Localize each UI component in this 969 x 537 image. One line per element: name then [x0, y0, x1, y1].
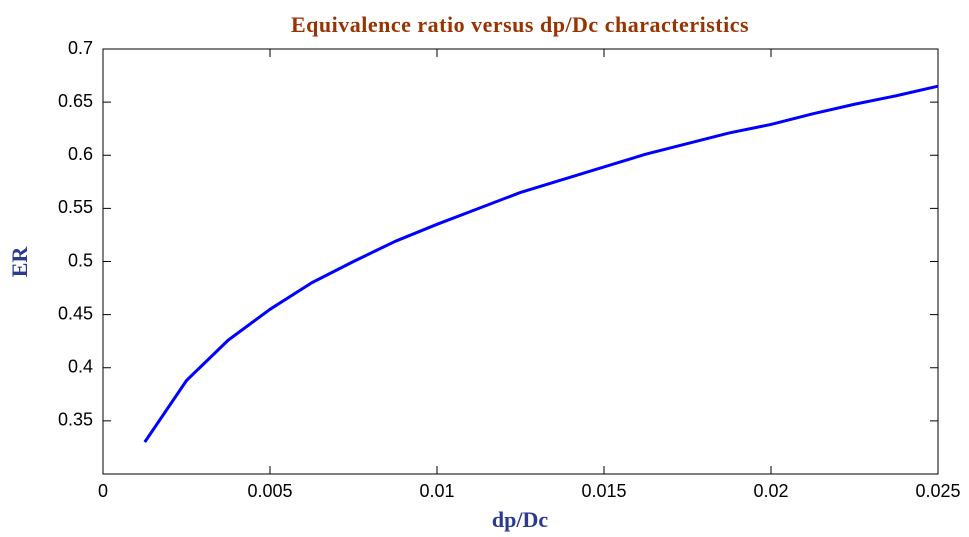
data-line — [143, 84, 939, 443]
chart-title: Equivalence ratio versus dp/Dc character… — [291, 12, 749, 37]
y-tick-label: 0.65 — [58, 91, 93, 111]
y-tick-label: 0.45 — [58, 303, 93, 323]
y-tick-label: 0.4 — [68, 357, 93, 377]
y-tick-label: 0.6 — [68, 144, 93, 164]
y-tick-label: 0.5 — [68, 250, 93, 270]
x-tick-label: 0.005 — [247, 481, 292, 501]
y-tick-label: 0.7 — [68, 38, 93, 58]
y-axis-label: ER — [7, 246, 32, 278]
x-tick-label: 0.01 — [419, 481, 454, 501]
y-tick-label: 0.55 — [58, 197, 93, 217]
y-tick-label: 0.35 — [58, 410, 93, 430]
x-axis-label: dp/Dc — [492, 507, 548, 532]
x-tick-label: 0 — [98, 481, 108, 501]
x-tick-label: 0.02 — [753, 481, 788, 501]
x-tick-label: 0.015 — [581, 481, 626, 501]
x-tick-label: 0.025 — [915, 481, 960, 501]
